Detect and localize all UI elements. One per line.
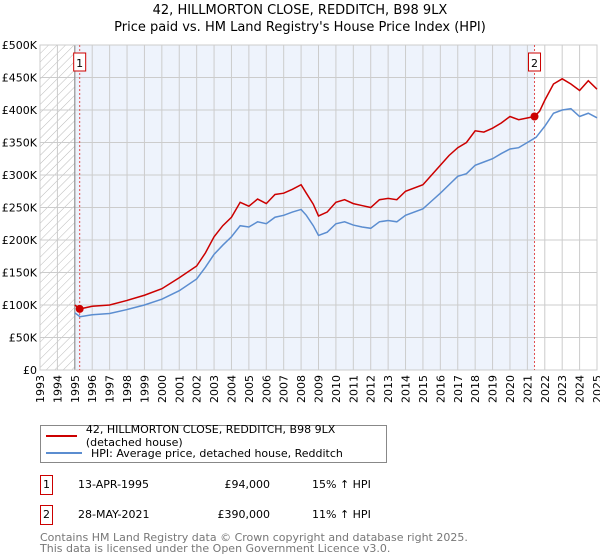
- x-tick-label: 2004: [225, 375, 238, 403]
- x-tick-label: 2000: [156, 375, 169, 403]
- x-tick-label: 1996: [86, 375, 99, 403]
- x-tick-label: 2019: [487, 375, 500, 403]
- y-tick-label: £100K: [2, 299, 38, 312]
- y-tick-label: £450K: [2, 72, 38, 85]
- sale-point: [75, 304, 84, 313]
- x-tick-label: 2024: [574, 375, 587, 403]
- y-tick-label: £300K: [2, 169, 38, 182]
- legend-item-property: 42, HILLMORTON CLOSE, REDDITCH, B98 9LX …: [46, 423, 386, 449]
- y-tick-label: £400K: [2, 104, 38, 117]
- sale-price: £94,000: [224, 478, 271, 491]
- sale-marker-label: 2: [531, 57, 538, 70]
- footer-licence: This data is licensed under the Open Gov…: [40, 542, 391, 555]
- legend-label: HPI: Average price, detached house, Redd…: [91, 446, 343, 460]
- x-tick-label: 2014: [400, 375, 413, 403]
- x-tick-label: 2015: [417, 375, 430, 403]
- x-tick-label: 2020: [504, 375, 517, 403]
- sale-hpi-diff: 11% ↑ HPI: [312, 508, 371, 521]
- sale-marker-badge: 1: [40, 475, 53, 495]
- x-tick-label: 2012: [365, 375, 378, 403]
- x-tick-label: 1993: [34, 375, 47, 403]
- chart-title: 42, HILLMORTON CLOSE, REDDITCH, B98 9LX: [152, 3, 448, 18]
- x-tick-label: 2022: [539, 375, 552, 403]
- sale-date: 28-MAY-2021: [78, 508, 150, 521]
- price-chart: 1993 1994 1995 1996 1997 1998 1999 2000 2001 2002…: [2, 39, 600, 403]
- x-tick-label: 2025: [591, 375, 600, 403]
- y-tick-label: £0: [23, 364, 37, 377]
- footer-copyright: Contains HM Land Registry data © Crown c…: [40, 531, 468, 544]
- chart-subtitle: Price paid vs. HM Land Registry's House …: [114, 20, 486, 35]
- x-tick-label: 1999: [138, 375, 151, 403]
- sale-marker-box: [73, 52, 87, 72]
- legend-label: 42, HILLMORTON CLOSE, REDDITCH, B98 9LX …: [85, 423, 336, 449]
- x-tick-label: 2003: [208, 375, 221, 403]
- table-row: 2 28-MAY-2021 £390,000 11% ↑ HPI: [40, 505, 440, 525]
- y-tick-label: £150K: [2, 267, 38, 280]
- x-tick-label: 1997: [104, 375, 117, 403]
- sale-marker-box: [528, 52, 542, 72]
- x-tick-label: 2010: [330, 375, 343, 403]
- x-tick-label: 2005: [243, 375, 256, 403]
- legend-swatch-blue: [46, 452, 82, 454]
- x-tick-label: 1998: [121, 375, 134, 403]
- y-tick-label: £500K: [2, 39, 38, 52]
- legend-swatch-red: [46, 435, 77, 437]
- x-tick-label: 2011: [347, 375, 360, 403]
- x-tick-label: 2008: [295, 375, 308, 403]
- x-tick-label: 2017: [452, 375, 465, 403]
- plot-border: [39, 44, 598, 371]
- x-tick-label: 2016: [434, 375, 447, 403]
- y-tick-label: £250K: [2, 202, 38, 215]
- x-tick-label: 2001: [173, 375, 186, 403]
- sale-point: [530, 112, 539, 121]
- sale-hpi-diff: 15% ↑ HPI: [312, 478, 371, 491]
- x-tick-label: 1994: [51, 375, 64, 403]
- series-line: [74, 107, 598, 318]
- legend-item-hpi: HPI: Average price, detached house, Redd…: [46, 445, 343, 461]
- sale-price: £390,000: [217, 508, 271, 521]
- sale-marker-label: 1: [76, 57, 83, 70]
- sale-date: 13-APR-1995: [78, 478, 150, 491]
- legend: 42, HILLMORTON CLOSE, REDDITCH, B98 9LX …: [40, 423, 387, 463]
- x-tick-label: 1995: [69, 375, 82, 403]
- sale-marker-badge: 2: [40, 505, 53, 525]
- y-tick-label: £50K: [9, 332, 38, 345]
- x-tick-label: 2009: [313, 375, 326, 403]
- y-tick-label: £350K: [2, 137, 38, 150]
- x-tick-label: 2023: [556, 375, 569, 403]
- x-tick-label: 2007: [278, 375, 291, 403]
- series-line: [74, 77, 598, 310]
- x-tick-label: 2002: [191, 375, 204, 403]
- x-tick-label: 2006: [260, 375, 273, 403]
- y-tick-label: £200K: [2, 234, 38, 247]
- table-row: 1 13-APR-1995 £94,000 15% ↑ HPI: [40, 475, 440, 495]
- x-tick-label: 2013: [382, 375, 395, 403]
- x-tick-label: 2018: [469, 375, 482, 403]
- x-tick-label: 2021: [521, 375, 534, 403]
